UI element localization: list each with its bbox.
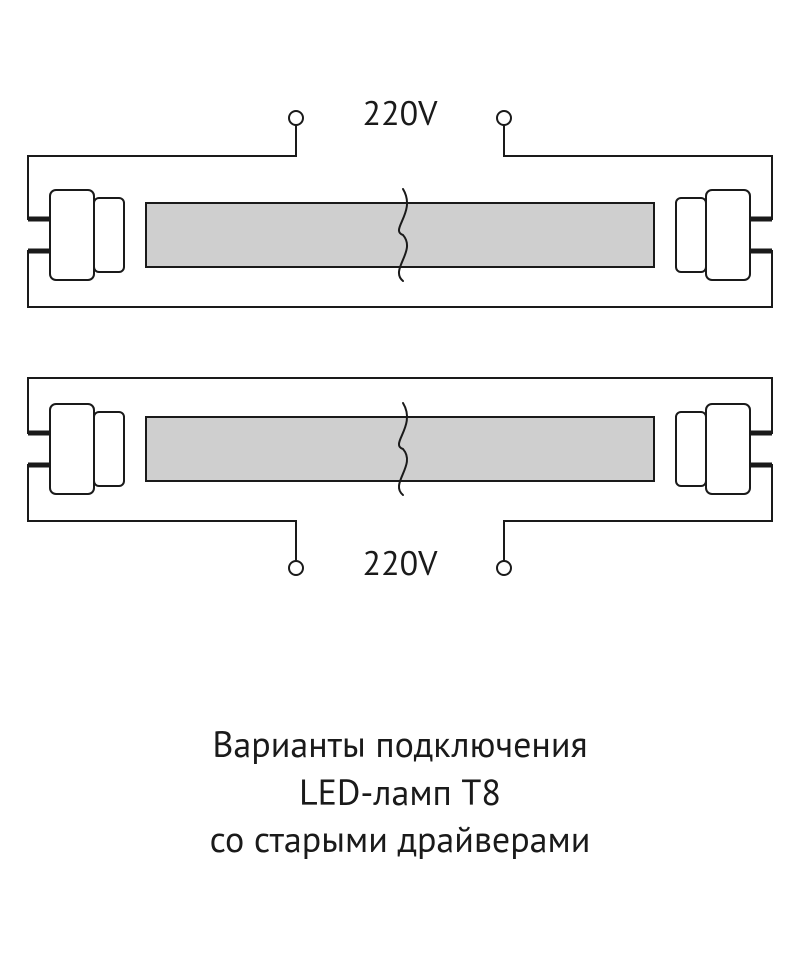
caption-line-1: Варианты подключения [0,720,800,768]
caption-line-2: LED-ламп T8 [0,768,800,816]
caption-line-3: со старыми драйверами [0,815,800,863]
caption-block: Варианты подключения LED-ламп T8 со стар… [0,720,800,863]
page: 220V 220V Варианты подключения LED-ламп T… [0,0,800,959]
svg-text:220V: 220V [363,91,439,135]
svg-text:220V: 220V [363,541,439,585]
